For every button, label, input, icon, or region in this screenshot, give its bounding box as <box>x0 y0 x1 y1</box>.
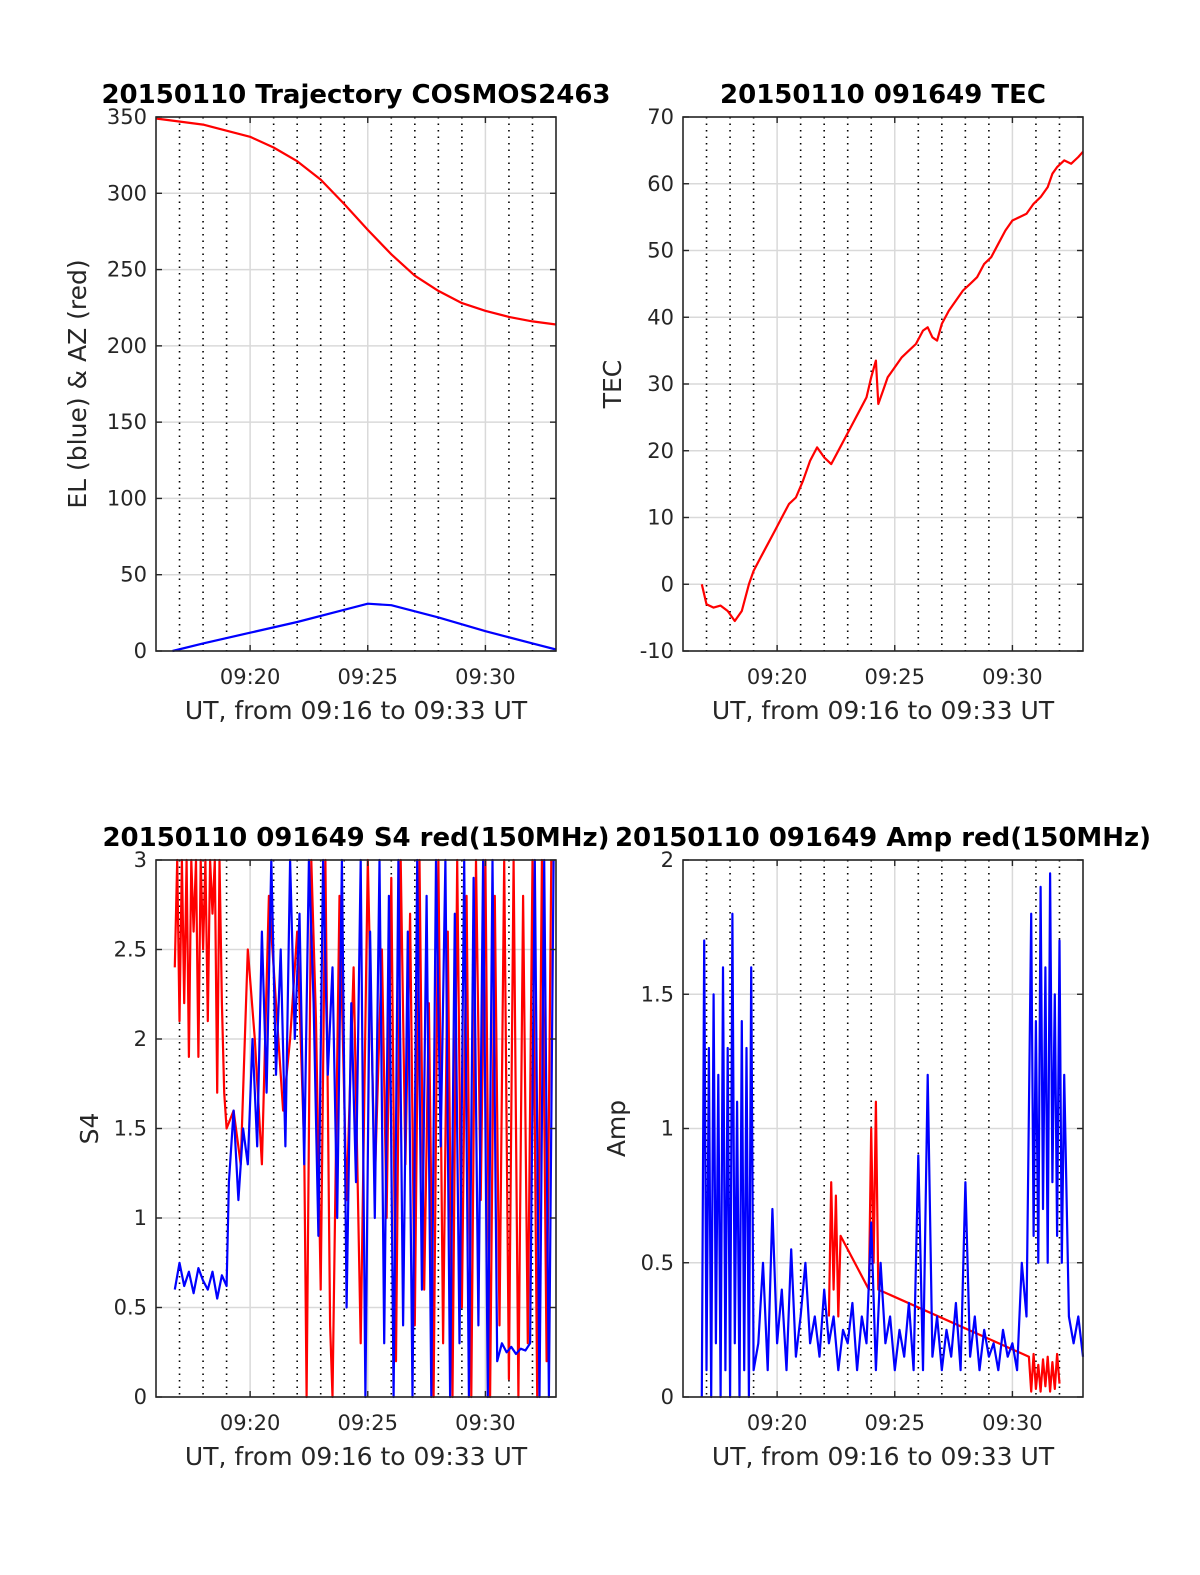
x-axis-label: UT, from 09:16 to 09:33 UT <box>712 696 1055 725</box>
y-tick-label: 2 <box>661 848 674 872</box>
y-tick-label: 70 <box>647 105 674 129</box>
y-tick-label: 3 <box>134 848 147 872</box>
x-tick-label: 09:25 <box>864 665 925 689</box>
y-tick-label: 1 <box>134 1206 147 1230</box>
series-1-line <box>155 117 557 326</box>
y-tick-label: 2.5 <box>114 938 147 962</box>
chart-s4: 0 0.5 1 1.5 2 2.5 3 09:20 09:25 09:30 20150110 091… <box>75 823 610 1471</box>
series-2-line <box>172 602 557 653</box>
y-axis-label: Amp <box>602 1100 631 1157</box>
x-tick-label: 09:30 <box>982 665 1043 689</box>
x-tick-label: 09:20 <box>220 665 281 689</box>
chart-title: 20150110 Trajectory COSMOS2463 <box>101 80 610 110</box>
y-axis-label: S4 <box>75 1113 104 1145</box>
y-tick-label: 20 <box>647 439 674 463</box>
chart-tec: -10 0 10 20 30 40 50 60 70 09:20 09:25 09:30 2015011… <box>598 80 1084 725</box>
series-1-line <box>827 1100 1061 1393</box>
y-tick-label: 0.5 <box>641 1251 674 1275</box>
chart-title: 20150110 091649 Amp red(150MHz) <box>615 823 1151 853</box>
y-tick-label: 0 <box>661 1385 674 1409</box>
y-tick-label: 350 <box>107 105 147 129</box>
y-tick-label: 1.5 <box>641 982 674 1006</box>
y-tick-label: 0 <box>134 1385 147 1409</box>
y-tick-label: 60 <box>647 172 674 196</box>
x-tick-label: 09:25 <box>337 1411 398 1435</box>
y-tick-label: 50 <box>647 239 674 263</box>
y-tick-label: 50 <box>120 563 147 587</box>
y-axis-label: TEC <box>598 360 627 410</box>
plot-area <box>156 117 556 651</box>
chart-title: 20150110 091649 S4 red(150MHz) <box>102 823 609 853</box>
x-tick-label: 09:25 <box>864 1411 925 1435</box>
x-axis-label: UT, from 09:16 to 09:33 UT <box>185 1442 528 1471</box>
y-tick-label: 300 <box>107 181 147 205</box>
y-tick-label: 2 <box>134 1027 147 1051</box>
y-tick-label: 150 <box>107 410 147 434</box>
y-tick-label: -10 <box>640 639 674 663</box>
y-tick-label: 0.5 <box>114 1296 147 1320</box>
y-tick-label: 1.5 <box>114 1117 147 1141</box>
y-axis-label: EL (blue) & AZ (red) <box>63 259 92 508</box>
axes-frame <box>155 116 557 652</box>
y-tick-label: 250 <box>107 258 147 282</box>
chart-trajectory: 0 50 100 150 200 250 300 350 09:20 09:25 09:30 2015… <box>63 80 611 725</box>
series-2-line <box>173 858 555 1399</box>
y-tick-label: 0 <box>661 572 674 596</box>
x-tick-label: 09:30 <box>982 1411 1043 1435</box>
x-tick-label: 09:20 <box>220 1411 281 1435</box>
x-tick-label: 09:20 <box>747 1411 808 1435</box>
series-2-line <box>700 872 1085 1399</box>
chart-amp: 0 0.5 1 1.5 2 09:20 09:25 09:30 20150110 091649 … <box>602 823 1151 1471</box>
chart-title: 20150110 091649 TEC <box>720 80 1046 110</box>
y-tick-label: 100 <box>107 486 147 510</box>
x-axis-label: UT, from 09:16 to 09:33 UT <box>185 696 528 725</box>
x-tick-label: 09:30 <box>455 1411 516 1435</box>
y-tick-label: 30 <box>647 372 674 396</box>
y-tick-label: 0 <box>134 639 147 663</box>
y-tick-label: 40 <box>647 305 674 329</box>
x-tick-label: 09:30 <box>455 665 516 689</box>
y-tick-label: 10 <box>647 506 674 530</box>
y-tick-label: 200 <box>107 334 147 358</box>
x-tick-label: 09:20 <box>747 665 808 689</box>
x-tick-label: 09:25 <box>337 665 398 689</box>
x-axis-label: UT, from 09:16 to 09:33 UT <box>712 1442 1055 1471</box>
series-1-line <box>700 150 1084 623</box>
y-tick-label: 1 <box>661 1117 674 1141</box>
